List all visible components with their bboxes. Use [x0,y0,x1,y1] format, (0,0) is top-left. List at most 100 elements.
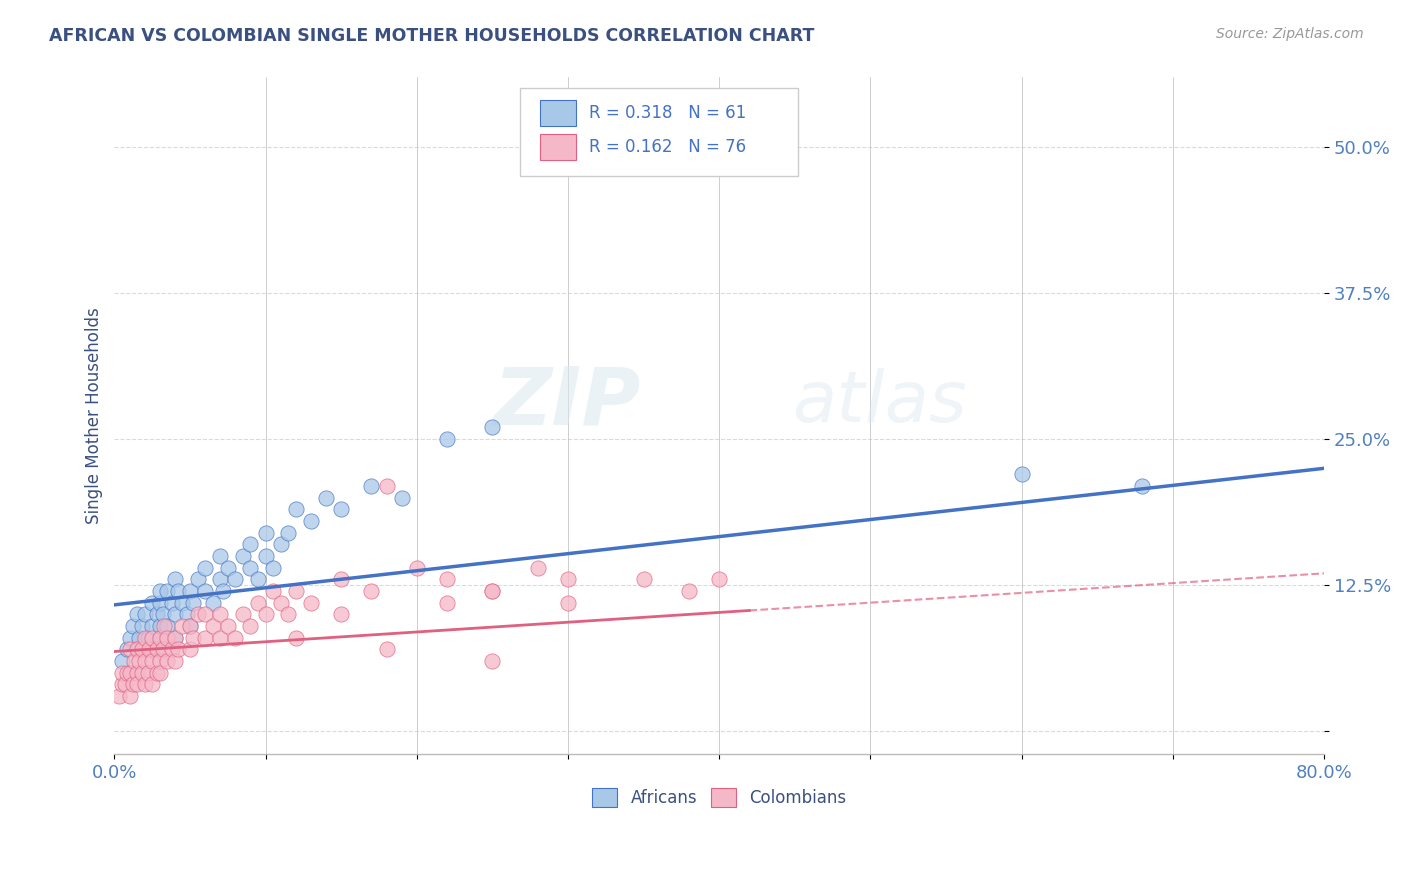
Point [405,560,427,574]
Point [127,665,149,680]
Point [239,537,262,551]
Text: R = 0.318   N = 61: R = 0.318 N = 61 [589,104,745,122]
Point [149,631,172,645]
Point [201,619,224,633]
FancyBboxPatch shape [520,87,797,176]
Point [141,677,163,691]
Text: ZIP: ZIP [494,363,641,442]
Point [375,479,398,493]
Point [375,642,398,657]
Point [224,572,246,586]
Point [201,595,224,609]
Point [163,607,186,622]
Point [232,607,254,622]
Point [194,583,217,598]
Point [436,572,458,586]
Point [262,583,284,598]
Point [284,502,307,516]
Point [131,665,153,680]
Point [136,665,159,680]
Point [436,432,458,446]
Point [141,619,163,633]
Point [114,677,136,691]
Point [145,642,167,657]
Point [121,677,143,691]
Point [156,654,179,668]
Point [330,607,353,622]
Point [160,642,183,657]
Point [118,642,141,657]
Point [270,537,292,551]
Point [111,654,134,668]
Point [134,654,156,668]
Point [239,560,262,574]
Point [163,654,186,668]
Point [270,595,292,609]
Point [277,525,299,540]
Point [284,631,307,645]
Point [179,642,201,657]
Point [134,607,156,622]
Point [678,583,700,598]
Point [209,572,232,586]
Point [152,642,174,657]
Point [239,619,262,633]
Point [167,583,190,598]
Point [194,607,217,622]
Point [128,631,150,645]
Point [633,572,655,586]
Point [481,583,503,598]
Point [254,607,277,622]
Point [127,642,149,657]
Point [299,514,322,528]
Point [526,560,548,574]
Point [127,677,149,691]
Point [247,595,270,609]
Point [141,631,163,645]
Point [118,631,141,645]
Point [187,607,209,622]
Point [108,689,131,703]
Point [217,560,239,574]
Point [115,665,138,680]
Point [284,583,307,598]
Point [247,572,270,586]
Point [131,619,153,633]
Point [262,560,284,574]
Point [111,677,134,691]
Point [209,549,232,563]
Point [111,665,134,680]
Point [194,631,217,645]
Point [156,619,179,633]
Point [224,631,246,645]
Point [217,619,239,633]
Point [131,642,153,657]
Point [557,595,579,609]
Point [156,583,179,598]
Point [187,572,209,586]
Point [330,572,353,586]
Point [181,595,204,609]
Point [149,595,172,609]
Point [128,654,150,668]
Point [181,631,204,645]
Point [149,665,172,680]
Point [360,479,382,493]
Point [330,502,353,516]
Point [481,583,503,598]
Point [149,654,172,668]
Point [149,619,172,633]
Point [134,677,156,691]
Point [152,607,174,622]
Point [121,619,143,633]
Point [172,619,194,633]
Point [209,607,232,622]
Point [153,619,176,633]
Y-axis label: Single Mother Households: Single Mother Households [86,308,103,524]
Point [1132,479,1154,493]
Point [179,583,201,598]
Point [156,631,179,645]
Point [145,607,167,622]
Point [115,642,138,657]
Point [134,631,156,645]
